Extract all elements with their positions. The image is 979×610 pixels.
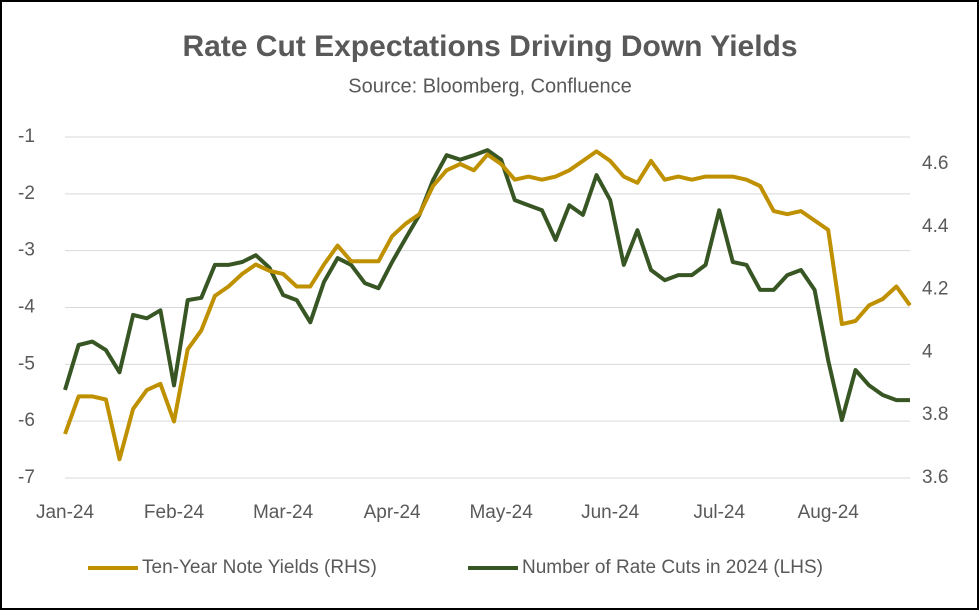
y-tick-label: -5 (18, 353, 35, 374)
y2-tick-label: 4.2 (922, 279, 948, 300)
y2-tick-label: 3.6 (922, 467, 948, 488)
legend-label: Number of Rate Cuts in 2024 (LHS) (522, 557, 823, 578)
chart-title: Rate Cut Expectations Driving Down Yield… (182, 30, 797, 63)
x-tick-label: Jun-24 (581, 502, 640, 523)
y2-tick-label: 3.8 (922, 404, 948, 425)
y-tick-label: -4 (18, 297, 35, 318)
y2-tick-label: 4.4 (922, 216, 949, 237)
x-tick-label: Jul-24 (693, 502, 745, 523)
x-tick-label: Feb-24 (144, 502, 205, 523)
y-tick-label: -2 (18, 183, 35, 204)
x-tick-label: May-24 (469, 502, 533, 523)
series-line (63, 148, 910, 422)
legend-label: Ten-Year Note Yields (RHS) (142, 557, 377, 578)
x-tick-label: Apr-24 (364, 502, 421, 523)
y2-tick-label: 4 (922, 341, 933, 362)
y2-tick-label: 4.6 (922, 153, 948, 174)
y-tick-label: -3 (18, 240, 35, 261)
series-line (63, 149, 912, 462)
x-tick-label: Mar-24 (253, 502, 314, 523)
x-tick-label: Jan-24 (36, 502, 95, 523)
x-tick-label: Aug-24 (798, 502, 860, 523)
y-tick-label: -6 (18, 410, 35, 431)
y-tick-label: -1 (18, 126, 35, 147)
y-tick-label: -7 (18, 467, 35, 488)
chart-subtitle: Source: Bloomberg, Confluence (348, 75, 632, 97)
